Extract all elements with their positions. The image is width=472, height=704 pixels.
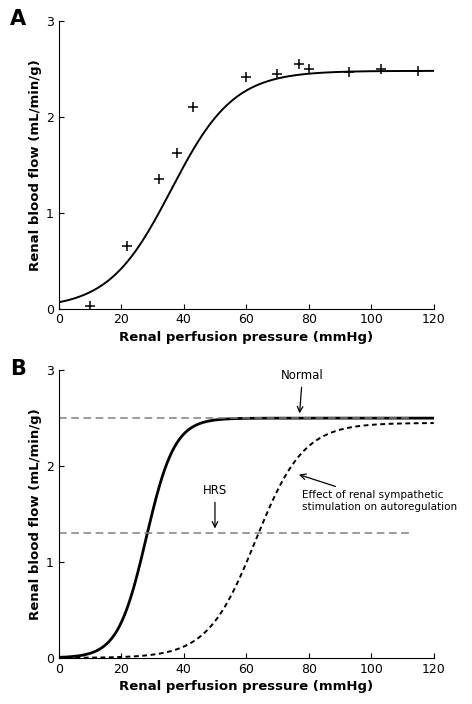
X-axis label: Renal perfusion pressure (mmHg): Renal perfusion pressure (mmHg) — [119, 331, 373, 344]
Text: A: A — [10, 9, 26, 30]
X-axis label: Renal perfusion pressure (mmHg): Renal perfusion pressure (mmHg) — [119, 680, 373, 693]
Text: Normal: Normal — [281, 369, 324, 412]
Text: B: B — [10, 358, 26, 379]
Text: HRS: HRS — [203, 484, 227, 527]
Y-axis label: Renal blood flow (mL/min/g): Renal blood flow (mL/min/g) — [29, 59, 42, 270]
Text: Effect of renal sympathetic
stimulation on autoregulation: Effect of renal sympathetic stimulation … — [300, 474, 458, 512]
Y-axis label: Renal blood flow (mL/min/g): Renal blood flow (mL/min/g) — [29, 408, 42, 620]
